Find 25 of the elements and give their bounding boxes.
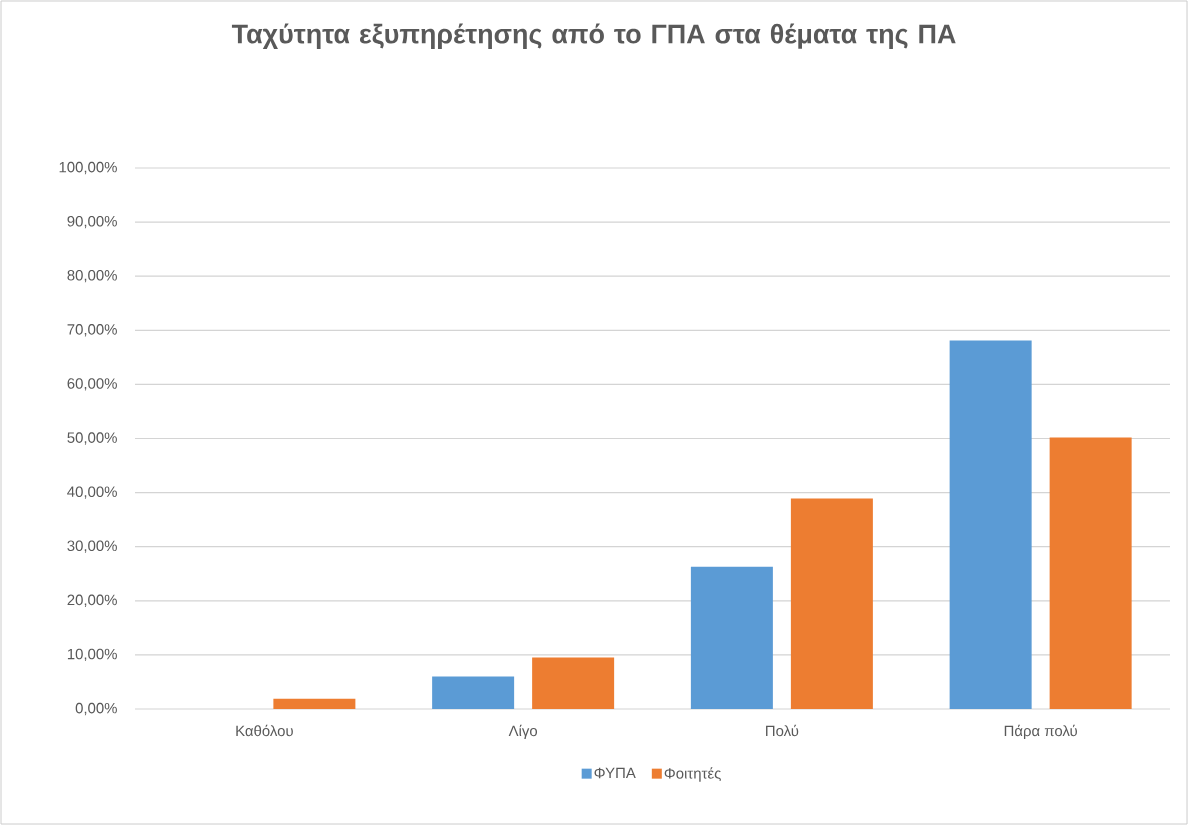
bar bbox=[1049, 437, 1132, 709]
bar bbox=[432, 676, 515, 709]
legend-label: ΦΥΠΑ bbox=[594, 767, 636, 779]
y-tick-label: 90,00% bbox=[67, 215, 117, 229]
bar bbox=[273, 698, 356, 709]
bar bbox=[790, 498, 873, 709]
y-tick-label: 60,00% bbox=[67, 378, 117, 391]
bar bbox=[949, 340, 1032, 709]
x-tick-label: Λίγο bbox=[508, 724, 538, 740]
bar bbox=[690, 566, 773, 709]
x-tick-label: Πάρα πολύ bbox=[1004, 724, 1077, 740]
y-tick-label: 0,00% bbox=[75, 702, 117, 716]
chart-title: Ταχύτητα εξυπηρέτησης από το ΓΠΑ στα θέματα της ΠΑ bbox=[231, 23, 956, 49]
y-tick-label: 100,00% bbox=[59, 161, 117, 175]
y-tick-label: 30,00% bbox=[67, 540, 117, 553]
y-tick-label: 10,00% bbox=[67, 648, 117, 662]
y-tick-label: 80,00% bbox=[67, 270, 117, 283]
y-tick-label: 40,00% bbox=[67, 486, 117, 499]
y-tick-label: 50,00% bbox=[67, 432, 117, 445]
legend-label: Φοιτητές bbox=[664, 767, 721, 782]
x-tick-label: Καθόλου bbox=[236, 724, 293, 737]
x-tick-label: Πολύ bbox=[766, 724, 799, 737]
y-tick-label: 20,00% bbox=[67, 594, 117, 607]
y-tick-label: 70,00% bbox=[67, 324, 117, 337]
bar bbox=[532, 657, 615, 709]
